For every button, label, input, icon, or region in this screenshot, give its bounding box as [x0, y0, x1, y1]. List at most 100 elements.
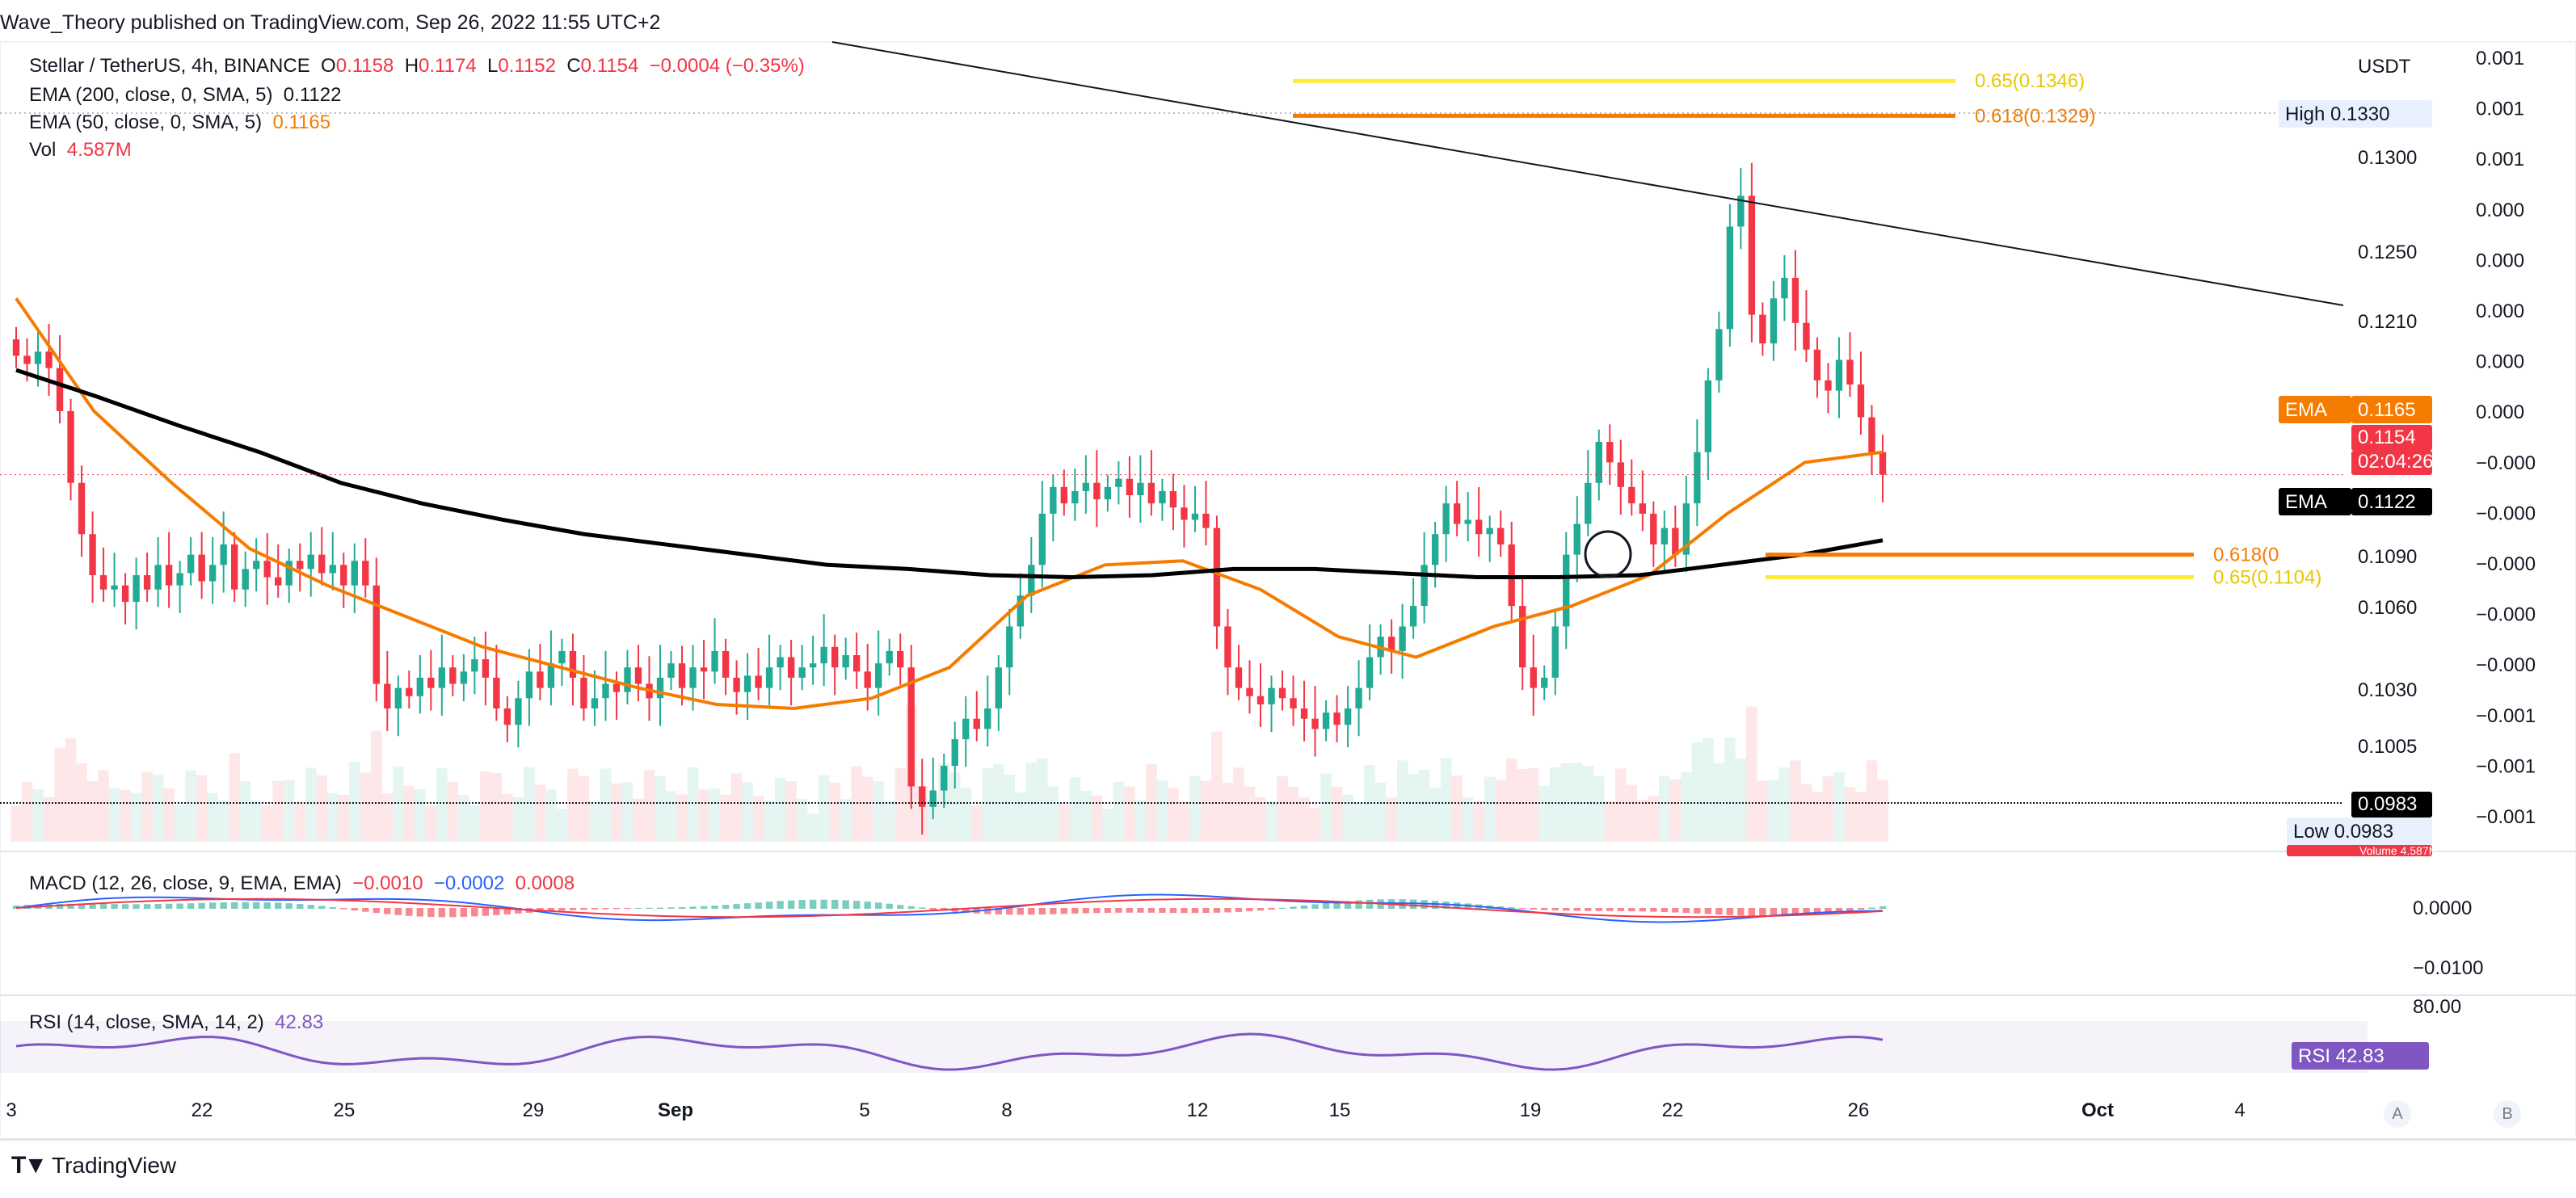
candle-body	[919, 786, 926, 807]
macd-hist-bar	[875, 902, 882, 909]
candle-body	[1060, 486, 1068, 504]
volume-bar	[1790, 760, 1801, 842]
macd-hist-bar	[1508, 907, 1515, 909]
macd-hist-bar	[208, 902, 217, 909]
trendline	[831, 41, 2344, 306]
low-value: 0.1152	[498, 55, 556, 77]
candle-body	[318, 554, 326, 574]
macd-hist-bar	[1202, 908, 1210, 914]
volume-bar	[86, 781, 99, 842]
last-price-label: 0.1154	[2358, 427, 2416, 448]
log-scale-button[interactable]: B	[2494, 1100, 2521, 1128]
macd-hist-bar	[1213, 908, 1221, 913]
macd-hist-bar	[1246, 908, 1253, 912]
volume-bar	[360, 772, 372, 842]
right-scale-tick-label: 0.000	[2476, 250, 2524, 271]
candle-body	[242, 569, 249, 590]
macd-hist-bar	[263, 902, 271, 909]
candle-body	[1563, 554, 1570, 627]
macd-hist-bar	[580, 908, 587, 910]
volume-bar	[1178, 801, 1190, 842]
ema200-legend: EMA (200, close, 0, SMA, 5) 0.1122	[29, 84, 341, 107]
volume-bar	[196, 775, 208, 842]
footer-logo: T▼ TradingView	[11, 1152, 176, 1179]
volume-bar	[894, 767, 906, 842]
macd-hist-bar	[56, 903, 64, 909]
volume-bar	[949, 772, 961, 842]
macd-hist-bar	[777, 901, 784, 909]
macd-hist-bar	[394, 908, 402, 915]
candle-body	[1093, 482, 1101, 500]
candle-body	[624, 667, 631, 692]
candle-body	[602, 683, 609, 699]
candle-body	[1672, 528, 1679, 555]
auto-scale-button[interactable]: A	[2384, 1100, 2411, 1128]
close-label: C	[566, 55, 581, 77]
candle-body	[537, 671, 544, 688]
candle-body	[809, 663, 817, 668]
macd-value-1: −0.0010	[352, 872, 423, 894]
volume-bar	[1593, 776, 1605, 842]
macd-hist-bar	[1071, 908, 1079, 914]
ema200-value: 0.1122	[283, 84, 342, 106]
candle-body	[1530, 667, 1537, 688]
macd-hist-bar	[831, 899, 839, 909]
candle-body	[1508, 544, 1515, 607]
candle-body	[1126, 478, 1134, 495]
macd-hist-bar	[1159, 908, 1166, 913]
volume-bar	[993, 764, 1004, 842]
currency-label: USDT	[2358, 56, 2411, 78]
vol-value: 4.587M	[66, 139, 132, 161]
candle-body	[1857, 384, 1865, 418]
candle-body	[941, 766, 948, 791]
candle-body	[1497, 528, 1505, 544]
volume-bar	[1244, 786, 1256, 842]
time-tick-label: 26	[1848, 1099, 1870, 1121]
low-price-label: Low 0.0983	[2293, 821, 2393, 843]
volume-bar	[665, 791, 677, 842]
right-scale-tick-label: 0.000	[2476, 301, 2524, 322]
candle-body	[1781, 277, 1788, 299]
price-tick-label: 0.1060	[2358, 597, 2417, 619]
candle-body	[1421, 565, 1428, 607]
candle-body	[515, 698, 522, 725]
open-value: 0.1158	[335, 55, 394, 77]
volume-bar	[1374, 783, 1387, 842]
macd-hist-bar	[1781, 908, 1788, 916]
volume-bar	[1615, 768, 1627, 842]
candle-body	[460, 671, 468, 684]
right-scale-tick-label: −0.001	[2476, 705, 2536, 727]
time-tick-label: 19	[1520, 1099, 1542, 1121]
candle-body	[1606, 442, 1614, 463]
volume-bar	[1047, 786, 1059, 842]
candle-body	[23, 355, 31, 364]
candle-body	[1322, 712, 1330, 729]
candle-body	[547, 663, 555, 688]
candle-body	[1169, 490, 1177, 508]
fib-label: 0.65(0.1346)	[1975, 70, 2085, 92]
macd-hist-bar	[111, 904, 118, 909]
volume-bar	[1091, 795, 1103, 842]
macd-hist-bar	[515, 908, 522, 914]
macd-hist-bar	[154, 904, 162, 909]
volume-bar	[32, 789, 44, 842]
macd-hist-bar	[198, 902, 205, 909]
candle-body	[143, 575, 151, 590]
candle-body	[1628, 486, 1635, 504]
candle-body	[406, 687, 413, 696]
volume-bar	[393, 767, 404, 842]
macd-hist-bar	[1028, 908, 1035, 915]
candle-body	[995, 667, 1002, 708]
price-tick-label: 0.1090	[2358, 546, 2417, 568]
right-scale-tick-label: −0.000	[2476, 654, 2536, 676]
macd-hist-bar	[89, 903, 96, 909]
volume-bar	[1134, 800, 1147, 842]
volume-bar	[1440, 758, 1452, 842]
candle-body	[1803, 322, 1810, 350]
macd-hist-bar	[416, 908, 424, 917]
price-tick-label: 0.1300	[2358, 147, 2417, 169]
volume-bar	[1320, 773, 1332, 842]
candle-body	[1235, 667, 1243, 688]
